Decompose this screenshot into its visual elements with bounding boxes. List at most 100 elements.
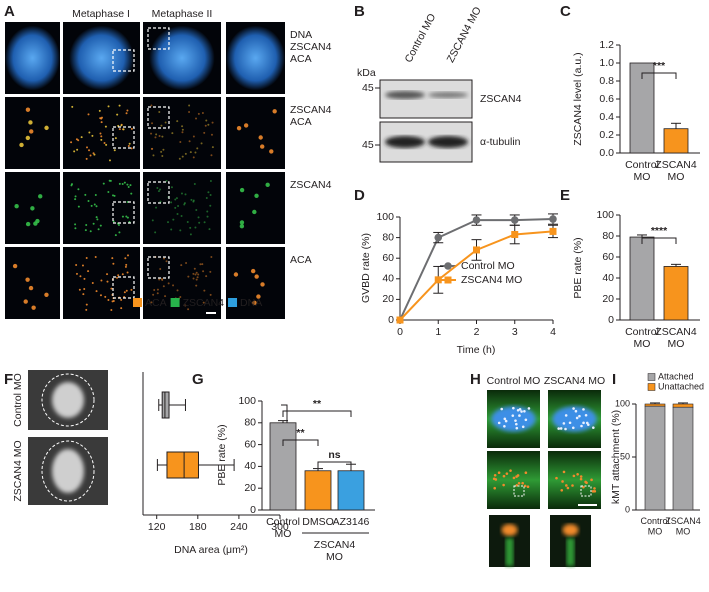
- speckle: [593, 489, 597, 493]
- speckle: [121, 273, 124, 276]
- speckle: [100, 279, 103, 282]
- speckle: [165, 179, 168, 182]
- legend-marker: [444, 262, 452, 270]
- speckle: [83, 287, 86, 290]
- speckle: [127, 144, 130, 147]
- speckle: [201, 111, 204, 114]
- speckle: [83, 277, 86, 280]
- speckle: [161, 278, 164, 281]
- speckle: [578, 414, 581, 418]
- speckle: [582, 485, 585, 489]
- speckle: [523, 484, 527, 488]
- dna-outline: [41, 440, 95, 502]
- significance-label: **: [296, 427, 305, 439]
- band: [428, 136, 468, 148]
- speckle: [151, 122, 154, 125]
- micrograph: [63, 172, 140, 244]
- speckle: [516, 408, 520, 412]
- speckle: [74, 198, 77, 201]
- speckle: [524, 471, 528, 474]
- point: [549, 215, 557, 223]
- speckle: [174, 206, 177, 209]
- x-axis-label: DNA area (μm²): [174, 544, 248, 556]
- speckle: [114, 234, 117, 237]
- speckle: [520, 410, 523, 413]
- speckle: [172, 218, 175, 221]
- speckle: [85, 157, 88, 160]
- speckle: [269, 149, 274, 154]
- dna-signal: [149, 25, 215, 91]
- band: [385, 91, 425, 99]
- speckle: [183, 203, 186, 206]
- y-tick-label: 1.0: [599, 57, 614, 69]
- speckle: [207, 123, 210, 126]
- marker-label: 45: [362, 82, 374, 94]
- box: [166, 451, 199, 479]
- blot: [379, 79, 473, 119]
- speckle: [170, 201, 173, 204]
- speckle: [579, 477, 583, 481]
- speckle: [200, 142, 203, 145]
- speckle: [91, 134, 94, 137]
- zoom-signal: [501, 524, 518, 536]
- speckle: [497, 471, 501, 475]
- speckle: [524, 418, 528, 422]
- speckle: [126, 183, 129, 186]
- speckle: [89, 230, 92, 233]
- speckle: [74, 227, 77, 230]
- x-tick-label: 120: [148, 521, 166, 533]
- speckle: [118, 231, 121, 234]
- speckle: [125, 215, 128, 218]
- speckle: [188, 140, 191, 143]
- speckle: [564, 427, 567, 431]
- speckle: [197, 112, 200, 115]
- speckle: [28, 285, 34, 291]
- y-tick-label: 60: [382, 252, 394, 264]
- speckle: [71, 105, 74, 108]
- x-tick-label: AZ3146: [333, 516, 370, 528]
- speckle: [204, 124, 207, 127]
- speckle: [25, 277, 30, 282]
- speckle: [159, 268, 162, 271]
- x-tick-label: ZSCAN4 MO: [655, 326, 697, 350]
- speckle: [559, 427, 563, 430]
- y-axis-label: ZSCAN4 level (a.u.): [572, 52, 584, 145]
- speckle: [592, 426, 595, 429]
- speckle: [108, 179, 111, 182]
- speckle: [107, 190, 110, 193]
- speckle: [571, 426, 575, 430]
- panel-letter: A: [4, 3, 15, 20]
- zoom-box: [147, 27, 170, 50]
- speckle: [582, 421, 585, 425]
- speckle: [99, 294, 102, 297]
- speckle: [207, 191, 210, 194]
- speckle: [575, 416, 579, 420]
- speckle: [503, 417, 507, 421]
- speckle: [113, 194, 116, 197]
- speckle: [154, 231, 157, 234]
- speckle: [151, 147, 154, 150]
- y-tick-label: 40: [602, 272, 614, 284]
- speckle: [179, 229, 182, 232]
- x-tick-label: ZSCAN4 MO: [655, 159, 697, 183]
- speckle: [523, 409, 526, 413]
- speckle: [111, 257, 114, 260]
- speckle: [502, 483, 505, 487]
- x-tick-label: 1: [435, 326, 441, 338]
- bar-segment: [672, 406, 694, 511]
- speckle: [199, 263, 202, 266]
- speckle: [236, 125, 242, 131]
- speckle: [170, 228, 173, 231]
- speckle: [260, 144, 265, 149]
- speckle: [195, 284, 198, 287]
- speckle: [12, 263, 18, 269]
- channel-label: ZSCAN4: [290, 104, 332, 116]
- speckle: [31, 305, 36, 310]
- x-tick-label: 3: [512, 326, 518, 338]
- speckle: [180, 192, 183, 195]
- speckle: [210, 133, 213, 136]
- zoom-box: [147, 256, 170, 279]
- speckle: [194, 151, 197, 154]
- speckle: [194, 273, 197, 276]
- speckle: [557, 427, 560, 430]
